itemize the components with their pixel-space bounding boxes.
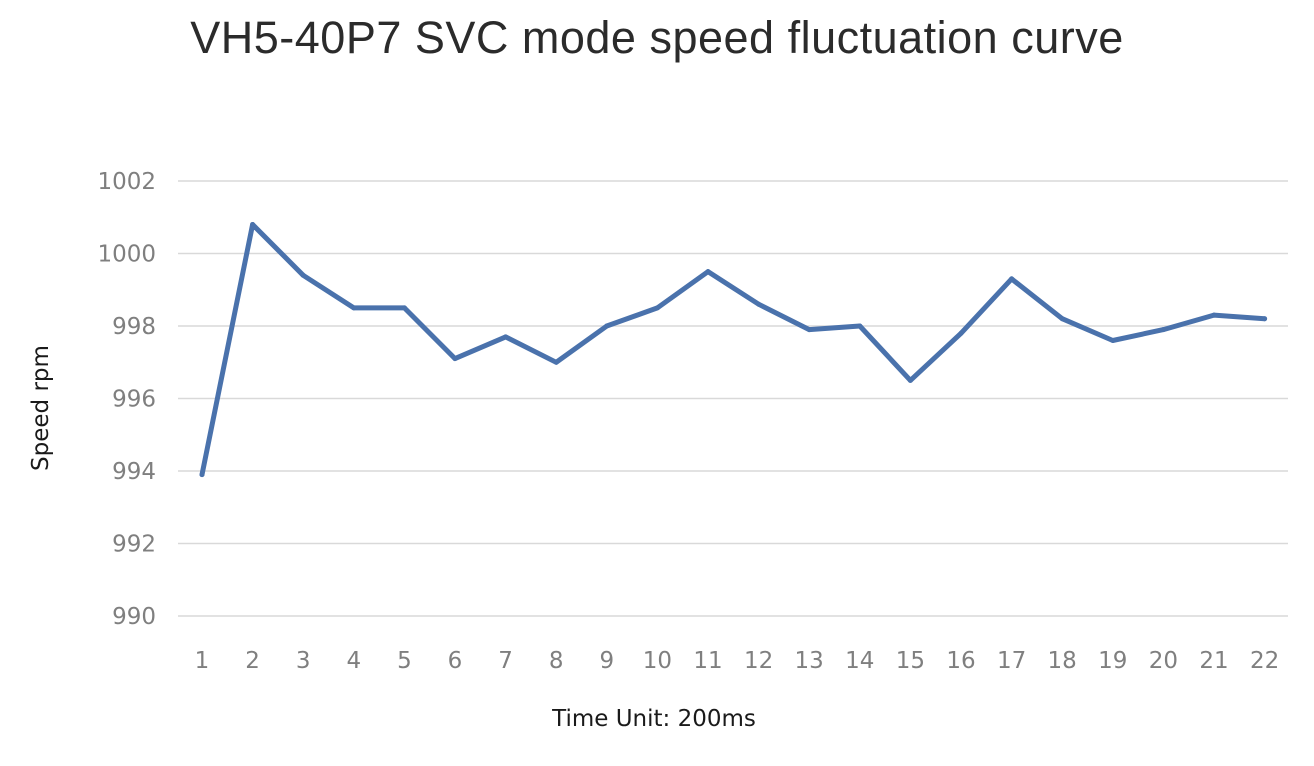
y-tick-label: 990 <box>112 604 156 630</box>
y-tick-label: 998 <box>112 314 156 340</box>
data-point <box>503 334 509 340</box>
data-point <box>604 323 610 329</box>
x-tick-label: 6 <box>448 648 463 674</box>
chart-title: VH5-40P7 SVC mode speed fluctuation curv… <box>190 12 1124 63</box>
data-point <box>654 305 660 311</box>
x-tick-label: 14 <box>845 648 874 674</box>
x-tick-label: 19 <box>1098 648 1127 674</box>
data-point <box>907 377 913 383</box>
x-tick-label: 16 <box>946 648 975 674</box>
y-tick-label: 1002 <box>97 169 156 195</box>
data-point <box>1110 338 1116 343</box>
x-tick-label: 10 <box>643 648 672 674</box>
x-tick-label: 18 <box>1048 648 1077 674</box>
y-tick-label: 996 <box>112 387 156 413</box>
data-point <box>199 472 205 478</box>
y-tick-label: 1000 <box>97 242 156 268</box>
data-point <box>300 272 306 278</box>
x-tick-label: 4 <box>346 648 361 674</box>
y-axis-ticks: 990 992 994 996 998 1000 1002 <box>97 169 156 630</box>
data-point <box>250 222 256 227</box>
data-point <box>806 327 812 333</box>
x-tick-label: 8 <box>549 648 564 674</box>
x-tick-label: 1 <box>195 648 210 674</box>
series-layer <box>199 222 1268 478</box>
data-point <box>553 359 559 365</box>
data-point <box>958 330 964 336</box>
data-point <box>1160 327 1166 333</box>
data-point <box>1211 312 1217 318</box>
x-tick-label: 9 <box>599 648 614 674</box>
x-tick-label: 13 <box>795 648 824 674</box>
data-point <box>705 269 711 275</box>
data-point <box>1059 316 1065 322</box>
x-tick-label: 15 <box>896 648 925 674</box>
x-tick-label: 21 <box>1199 648 1228 674</box>
data-point <box>857 323 863 329</box>
x-axis-ticks: 1 2 3 4 5 6 7 8 9 10 11 12 13 14 15 16 17 18 19 20 21 22 <box>195 648 1280 674</box>
x-tick-label: 3 <box>296 648 311 674</box>
data-point <box>1262 316 1268 322</box>
x-tick-label: 17 <box>997 648 1026 674</box>
x-tick-label: 20 <box>1149 648 1178 674</box>
x-tick-label: 7 <box>498 648 513 674</box>
x-tick-label: 22 <box>1250 648 1279 674</box>
y-tick-label: 992 <box>112 532 156 558</box>
x-tick-label: 11 <box>693 648 722 674</box>
x-tick-label: 2 <box>245 648 260 674</box>
x-tick-label: 5 <box>397 648 412 674</box>
series-line-0 <box>199 222 1268 478</box>
data-point <box>452 356 458 362</box>
y-tick-label: 994 <box>112 459 156 485</box>
data-point <box>351 305 357 311</box>
data-point <box>756 301 762 307</box>
gridlines <box>178 180 1288 617</box>
x-axis-title: Time Unit: 200ms <box>551 706 756 732</box>
data-point <box>1009 276 1015 282</box>
x-tick-label: 12 <box>744 648 773 674</box>
data-point <box>401 305 407 311</box>
y-axis-title: Speed rpm <box>28 345 54 471</box>
